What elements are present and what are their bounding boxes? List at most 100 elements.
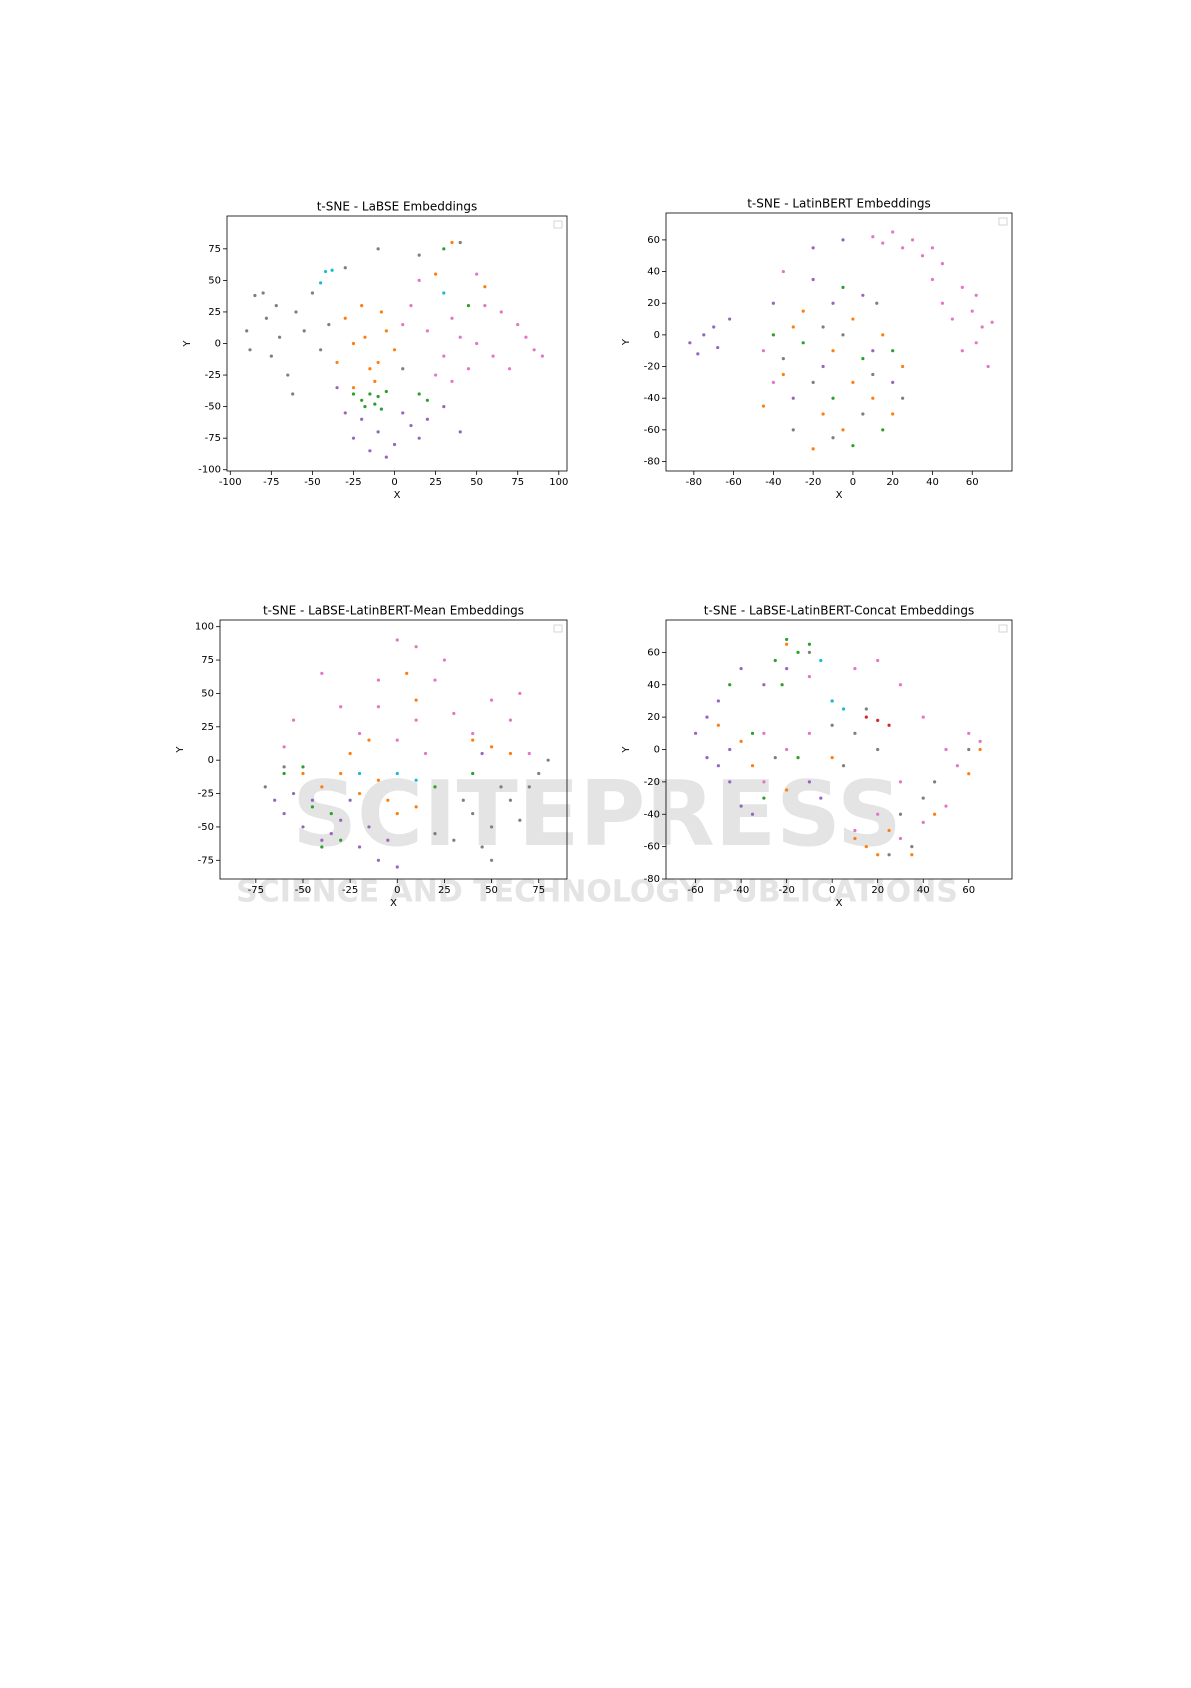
point bbox=[348, 798, 352, 802]
point bbox=[516, 322, 520, 327]
point bbox=[417, 253, 421, 257]
point bbox=[785, 642, 789, 646]
y-tick-label: -80 bbox=[644, 874, 660, 885]
x-tick-label: -25 bbox=[342, 885, 358, 896]
point bbox=[301, 771, 305, 776]
point bbox=[351, 392, 356, 396]
point bbox=[811, 380, 815, 384]
point bbox=[881, 241, 885, 245]
point bbox=[294, 310, 298, 314]
point bbox=[442, 405, 446, 409]
point bbox=[978, 747, 982, 752]
point bbox=[761, 349, 766, 353]
point bbox=[401, 322, 405, 327]
point bbox=[739, 666, 743, 671]
x-axis-label: X bbox=[390, 898, 397, 909]
x-tick-label: 60 bbox=[962, 885, 975, 896]
point bbox=[425, 329, 429, 333]
point bbox=[807, 642, 812, 646]
legend-box bbox=[553, 624, 563, 633]
point bbox=[461, 798, 465, 802]
point bbox=[532, 348, 536, 352]
point bbox=[376, 858, 381, 862]
y-tick-label: 60 bbox=[647, 235, 660, 246]
x-tick-label: 25 bbox=[438, 885, 451, 896]
x-tick-label: 50 bbox=[470, 477, 483, 488]
point bbox=[319, 348, 323, 352]
point bbox=[433, 785, 437, 789]
point bbox=[442, 247, 446, 251]
point bbox=[871, 396, 875, 400]
point bbox=[417, 392, 421, 396]
point bbox=[414, 718, 418, 722]
point bbox=[851, 444, 855, 448]
point bbox=[458, 430, 462, 434]
point bbox=[791, 325, 795, 329]
point bbox=[301, 825, 305, 829]
x-tick-label: 75 bbox=[511, 477, 524, 488]
point bbox=[339, 818, 343, 822]
point bbox=[750, 731, 755, 735]
point bbox=[807, 780, 812, 784]
point bbox=[716, 764, 720, 768]
y-tick-label: 75 bbox=[208, 244, 221, 255]
point bbox=[395, 738, 399, 742]
point bbox=[491, 354, 495, 358]
y-tick-label: 0 bbox=[208, 755, 214, 766]
point bbox=[781, 357, 785, 361]
point bbox=[980, 325, 984, 329]
point bbox=[796, 650, 800, 654]
point bbox=[351, 436, 356, 440]
point bbox=[864, 845, 868, 849]
point bbox=[392, 348, 397, 352]
point bbox=[974, 341, 978, 345]
point bbox=[343, 316, 347, 320]
point bbox=[360, 417, 364, 421]
point bbox=[373, 379, 377, 383]
point bbox=[960, 349, 964, 353]
point bbox=[320, 785, 324, 789]
point bbox=[405, 671, 409, 676]
x-axis-label: X bbox=[836, 490, 843, 501]
y-tick-label: 50 bbox=[208, 275, 221, 286]
point bbox=[376, 778, 381, 782]
point bbox=[339, 705, 343, 709]
y-tick-label: 20 bbox=[647, 298, 660, 309]
point bbox=[319, 281, 323, 285]
point bbox=[891, 230, 895, 234]
point bbox=[329, 811, 333, 816]
point bbox=[864, 707, 868, 711]
point bbox=[811, 277, 815, 282]
point bbox=[425, 417, 429, 421]
y-tick-label: 60 bbox=[647, 647, 660, 658]
point bbox=[891, 349, 895, 353]
point bbox=[475, 341, 479, 346]
point bbox=[930, 246, 935, 250]
x-tick-label: -75 bbox=[248, 885, 264, 896]
point bbox=[940, 262, 945, 266]
point bbox=[830, 755, 834, 760]
point bbox=[739, 804, 743, 808]
point bbox=[261, 291, 265, 295]
point bbox=[785, 666, 789, 671]
point bbox=[376, 394, 380, 399]
point bbox=[323, 269, 328, 274]
x-tick-label: 0 bbox=[850, 477, 856, 488]
point bbox=[821, 325, 825, 329]
point bbox=[702, 333, 706, 337]
x-tick-label: -100 bbox=[219, 477, 242, 488]
x-tick-label: -60 bbox=[725, 477, 741, 488]
point bbox=[414, 805, 418, 809]
point bbox=[442, 658, 447, 662]
point bbox=[471, 811, 475, 816]
point bbox=[395, 771, 399, 776]
point bbox=[310, 798, 315, 802]
point bbox=[483, 304, 487, 308]
point bbox=[940, 301, 945, 305]
point bbox=[367, 738, 371, 742]
point bbox=[851, 380, 855, 384]
point bbox=[458, 335, 462, 339]
point bbox=[831, 396, 835, 400]
y-axis-label: Y bbox=[621, 746, 632, 754]
